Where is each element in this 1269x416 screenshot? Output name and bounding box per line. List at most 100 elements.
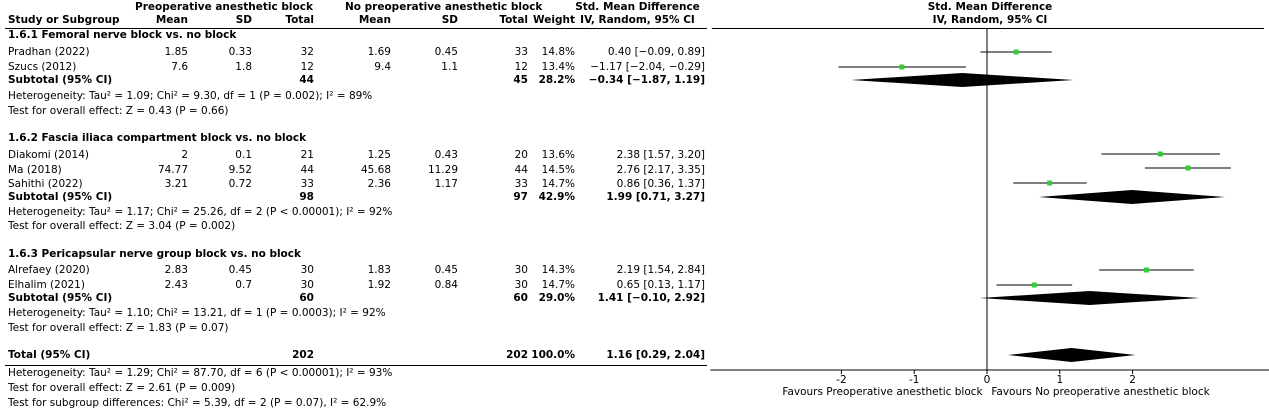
x-tick-label: -2 — [836, 374, 846, 386]
col-weight: Weight — [533, 14, 575, 26]
subtotal-weight: 29.0% — [538, 292, 575, 304]
sd1: 9.52 — [228, 164, 252, 176]
sd1: 1.8 — [235, 61, 252, 73]
sd2: 0.45 — [434, 46, 458, 58]
subtotal-label: Subtotal (95% CI) — [8, 74, 113, 86]
mean1: 1.85 — [164, 46, 188, 58]
effect-ci: 0.40 [−0.09, 0.89] — [607, 46, 705, 58]
group1-header: Preoperative anesthetic block — [135, 1, 313, 13]
pooled-diamond — [850, 73, 1074, 87]
study-point-marker — [899, 64, 905, 70]
study-name: Elhalim (2021) — [8, 279, 85, 291]
mean2: 1.83 — [367, 264, 391, 276]
total2: 30 — [514, 279, 528, 291]
weight: 13.4% — [541, 61, 575, 73]
sd1: 0.7 — [235, 279, 252, 291]
plot-title: Std. Mean Difference — [927, 1, 1053, 13]
sd1: 0.45 — [228, 264, 252, 276]
total-overall-effect-text: Test for overall effect: Z = 2.61 (P = 0… — [8, 382, 236, 394]
total1: 33 — [300, 178, 314, 190]
effect-ci: 0.65 [0.13, 1.17] — [616, 279, 705, 291]
mean2: 2.36 — [367, 178, 391, 190]
sd1: 0.72 — [228, 178, 252, 190]
total2: 33 — [514, 178, 528, 190]
heterogeneity-text: Heterogeneity: Tau² = 1.09; Chi² = 9.30,… — [8, 90, 373, 102]
total2: 44 — [514, 164, 528, 176]
heterogeneity-text: Heterogeneity: Tau² = 1.10; Chi² = 13.21… — [8, 307, 386, 319]
mean2: 45.68 — [360, 164, 391, 176]
study-name: Alrefaey (2020) — [8, 264, 90, 276]
total1: 44 — [300, 164, 314, 176]
pooled-diamond — [979, 291, 1200, 305]
weight: 13.6% — [541, 149, 575, 161]
total2: 30 — [514, 264, 528, 276]
sd2: 0.45 — [434, 264, 458, 276]
total2: 12 — [514, 61, 528, 73]
subtotal-total1: 44 — [299, 74, 314, 86]
study-point-marker — [1013, 49, 1019, 55]
mean1: 7.6 — [171, 61, 188, 73]
subgroup-title: 1.6.1 Femoral nerve block vs. no block — [8, 29, 237, 41]
x-tick-label: 1 — [1056, 374, 1063, 386]
mean2: 1.92 — [367, 279, 391, 291]
weight: 14.7% — [541, 279, 575, 291]
plot-header-rule — [712, 28, 1264, 29]
study-name: Szucs (2012) — [8, 61, 77, 73]
total-total2: 202 — [506, 349, 528, 361]
sd2: 11.29 — [427, 164, 458, 176]
subtotal-total2: 45 — [513, 74, 528, 86]
study-point-marker — [1185, 165, 1191, 171]
plot-method: IV, Random, 95% CI — [932, 14, 1048, 26]
subtotal-ci: 1.99 [0.71, 3.27] — [606, 191, 705, 203]
subtotal-label: Subtotal (95% CI) — [8, 292, 113, 304]
favours-left-label: Favours Preoperative anesthetic block — [782, 386, 983, 398]
effect-ci: 2.19 [1.54, 2.84] — [616, 264, 705, 276]
col-study: Study or Subgroup — [8, 14, 120, 26]
effect-ci: 2.76 [2.17, 3.35] — [616, 164, 705, 176]
effect-ci: 0.86 [0.36, 1.37] — [616, 178, 705, 190]
subgroup-differences-text: Test for subgroup differences: Chi² = 5.… — [8, 397, 387, 409]
x-tick-label: -1 — [909, 374, 919, 386]
weight: 14.7% — [541, 178, 575, 190]
heterogeneity-text: Heterogeneity: Tau² = 1.17; Chi² = 25.26… — [8, 206, 393, 218]
mean1: 2 — [181, 149, 188, 161]
total1: 30 — [300, 279, 314, 291]
sd1: 0.33 — [228, 46, 252, 58]
col-sd1: SD — [235, 14, 252, 26]
sd2: 0.43 — [434, 149, 458, 161]
overall-effect-text: Test for overall effect: Z = 1.83 (P = 0… — [8, 322, 229, 334]
overall-effect-text: Test for overall effect: Z = 0.43 (P = 0… — [8, 105, 229, 117]
study-name: Sahithi (2022) — [8, 178, 83, 190]
mean2: 1.25 — [367, 149, 391, 161]
weight: 14.3% — [541, 264, 575, 276]
subgroup-title: 1.6.2 Fascia iliaca compartment block vs… — [8, 132, 307, 144]
x-tick-label: 2 — [1129, 374, 1136, 386]
effect-ci: −1.17 [−2.04, −0.29] — [590, 61, 705, 73]
study-name: Ma (2018) — [8, 164, 62, 176]
pooled-diamond — [1008, 348, 1136, 362]
mean1: 2.43 — [164, 279, 188, 291]
col-mean1: Mean — [155, 14, 188, 26]
sd2: 1.1 — [441, 61, 458, 73]
col-sd2: SD — [441, 14, 458, 26]
subtotal-label: Subtotal (95% CI) — [8, 191, 113, 203]
total2: 20 — [514, 149, 528, 161]
total-ci: 1.16 [0.29, 2.04] — [606, 349, 705, 361]
total2: 33 — [514, 46, 528, 58]
total1: 12 — [300, 61, 314, 73]
total1: 21 — [300, 149, 314, 161]
subtotal-ci: −0.34 [−1.87, 1.19] — [588, 74, 705, 86]
study-name: Diakomi (2014) — [8, 149, 89, 161]
mean1: 74.77 — [157, 164, 188, 176]
mean1: 3.21 — [164, 178, 188, 190]
group2-header: No preoperative anesthetic block — [345, 1, 543, 13]
col-total1: Total — [285, 14, 314, 26]
total-total1: 202 — [292, 349, 314, 361]
sd2: 0.84 — [434, 279, 458, 291]
mean2: 1.69 — [367, 46, 391, 58]
col-total2: Total — [499, 14, 528, 26]
subtotal-weight: 42.9% — [538, 191, 575, 203]
subgroup-title: 1.6.3 Pericapsular nerve group block vs.… — [8, 248, 301, 260]
total1: 30 — [300, 264, 314, 276]
